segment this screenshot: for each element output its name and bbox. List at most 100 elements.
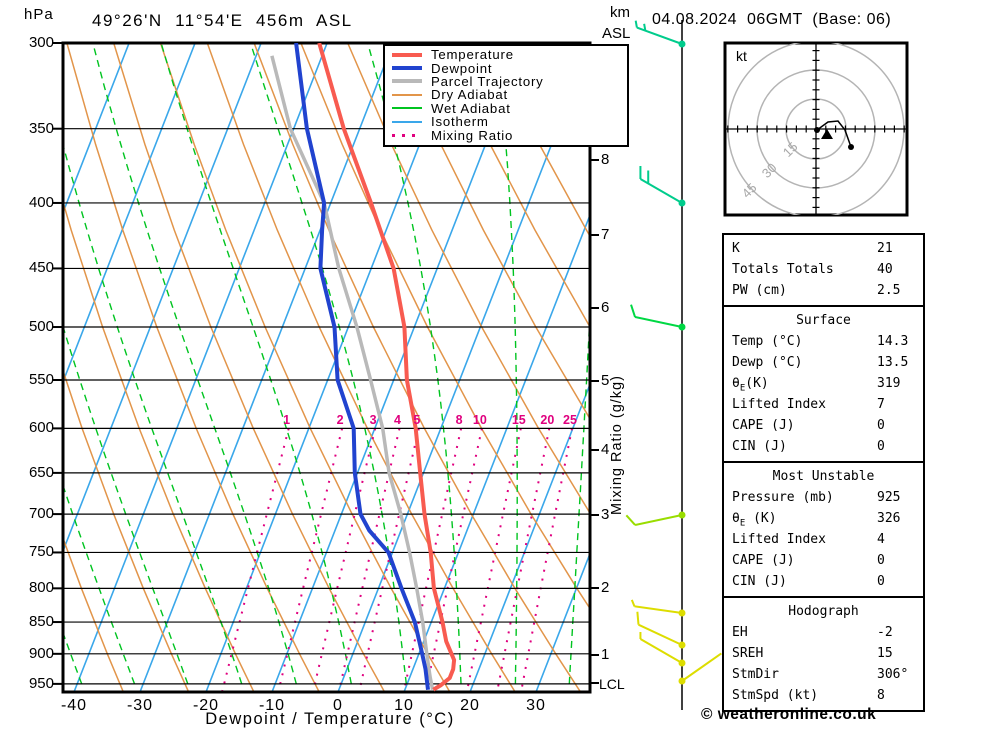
- storm-motion-marker: [821, 129, 833, 139]
- table-row: CAPE (J) 0: [724, 550, 923, 571]
- legend-swatch-solid: [392, 93, 422, 96]
- stat-value: 21: [877, 241, 893, 256]
- table-row: Lifted Index 7: [724, 394, 923, 415]
- altitude-axis-unit-km: km: [610, 4, 630, 21]
- stat-value: 319: [877, 376, 901, 391]
- isotherm-line: [403, 212, 590, 692]
- stats-section-header: Most Unstable: [772, 469, 875, 484]
- stat-value: 15: [877, 646, 893, 661]
- hodograph: [723, 41, 909, 217]
- wet-adiabat-line: [367, 43, 462, 684]
- isotherm-line: [535, 551, 590, 692]
- legend-label: Wet Adiabat: [431, 100, 511, 116]
- dry-adiabat-line: [393, 43, 590, 421]
- mixing-ratio-value-label: 10: [472, 413, 487, 427]
- temp-tick-label: 0: [333, 697, 343, 714]
- table-row: θE (K) 326: [724, 508, 923, 529]
- lcl-marker-label: LCL: [599, 676, 625, 692]
- stat-label: PW (cm): [732, 283, 787, 298]
- km-tick-label: 5: [601, 372, 610, 389]
- mixing-ratio-line: [277, 428, 344, 692]
- dry-adiabat-line: [0, 43, 59, 696]
- stat-value: 8: [877, 688, 885, 703]
- stat-value: 326: [877, 511, 901, 526]
- table-row: CAPE (J) 0: [724, 415, 923, 436]
- stat-label: θE(K): [732, 376, 769, 394]
- mixing-ratio-value-label: 20: [540, 413, 555, 427]
- stat-value: 0: [877, 553, 885, 568]
- km-tick-label: 1: [601, 646, 610, 663]
- table-row: SREH 15: [724, 643, 923, 664]
- isotherm-line: [63, 43, 196, 384]
- wind-barb: [639, 166, 686, 207]
- stat-label: Dewp (°C): [732, 355, 803, 370]
- mixing-ratio-value-label: 8: [455, 413, 463, 427]
- temp-tick-label: -20: [192, 697, 220, 714]
- dry-adiabat-line: [112, 43, 386, 692]
- legend-swatch-solid: [392, 120, 422, 123]
- dry-adiabat-line: [440, 43, 590, 329]
- table-row: Pressure (mb) 925: [724, 487, 923, 508]
- stat-label: CIN (J): [732, 574, 787, 589]
- table-row: StmDir 306°: [724, 664, 923, 685]
- mixing-ratio-line: [221, 428, 290, 692]
- stats-section: Hodograph EH -2 SREH 15 StmDir 306° StmSpd (kt)…: [722, 596, 925, 712]
- km-tick-label: 6: [601, 299, 610, 316]
- parcel-trajectory-curve: [270, 55, 435, 691]
- stat-label: CAPE (J): [732, 553, 795, 568]
- wind-barb: [625, 511, 686, 526]
- stat-label: θE (K): [732, 511, 777, 529]
- temp-tick-label: -40: [60, 697, 88, 714]
- table-row: PW (cm) 2.5: [724, 280, 923, 301]
- legend-item: Parcel Trajectory: [385, 73, 627, 89]
- pressure-tick-label: 650: [28, 463, 54, 481]
- stats-section: Surface Temp (°C) 14.3 Dewp (°C) 13.5 θE(K) 31…: [722, 305, 925, 463]
- table-row: θE(K) 319: [724, 373, 923, 394]
- legend-swatch-solid: [392, 79, 422, 84]
- legend-swatch-dotted: [392, 133, 422, 137]
- copyright-text: © weatheronline.co.uk: [701, 706, 877, 723]
- table-row: CIN (J) 0: [724, 436, 923, 457]
- profile-curves: [270, 43, 457, 692]
- temperature-curve: [317, 43, 457, 692]
- mixing-ratio-value-label: 1: [283, 413, 291, 427]
- pressure-tick-label: 500: [28, 318, 54, 336]
- page-title: 49°26'N 11°54'E 456m ASL: [92, 11, 353, 30]
- legend-label: Parcel Trajectory: [431, 73, 544, 89]
- isotherm-line: [63, 43, 262, 554]
- altitude-axis-unit-asl: ASL: [602, 25, 631, 42]
- pressure-tick-label: 300: [28, 34, 54, 51]
- stats-section: Most Unstable Pressure (mb) 925 θE (K) 326 Li…: [722, 461, 925, 598]
- table-row: EH -2: [724, 622, 923, 643]
- stats-section-header: Surface: [796, 313, 851, 328]
- mixing-ratio-line: [520, 428, 573, 692]
- mixing-ratio-value-label: 2: [336, 413, 344, 427]
- legend-label: Mixing Ratio: [431, 127, 514, 143]
- hodograph-trace: [816, 120, 852, 148]
- stat-label: Temp (°C): [732, 334, 803, 349]
- pressure-axis-unit: hPa: [24, 6, 54, 23]
- pressure-tick-label: 950: [28, 674, 54, 692]
- stat-value: 40: [877, 262, 893, 277]
- stat-value: 7: [877, 397, 885, 412]
- table-row: Totals Totals 40: [724, 259, 923, 280]
- run-datetime: 04.08.2024 06GMT (Base: 06): [652, 11, 892, 28]
- stat-label: Lifted Index: [732, 532, 826, 547]
- temp-tick-label: -10: [258, 697, 286, 714]
- isotherm-line: [63, 43, 130, 215]
- stat-label: SREH: [732, 646, 764, 661]
- table-row: StmSpd (kt) 8: [724, 685, 923, 706]
- km-tick-label: 2: [601, 579, 610, 596]
- pressure-tick-label: 450: [28, 259, 54, 277]
- mixing-ratio-line: [424, 428, 483, 692]
- wet-adiabat-line: [568, 302, 590, 684]
- temp-tick-label: 20: [460, 697, 480, 714]
- legend-box: Temperature Dewpoint Parcel Trajectory Dry …: [383, 44, 629, 147]
- stats-section: K 21 Totals Totals 40 PW (cm) 2.5: [722, 233, 925, 307]
- mixing-ratio-line: [338, 428, 401, 692]
- dewpoint-curve: [294, 43, 430, 690]
- stat-value: 0: [877, 439, 885, 454]
- legend-item: Mixing Ratio: [385, 127, 627, 143]
- stat-label: K: [732, 241, 740, 256]
- plot-frame: [61, 41, 592, 694]
